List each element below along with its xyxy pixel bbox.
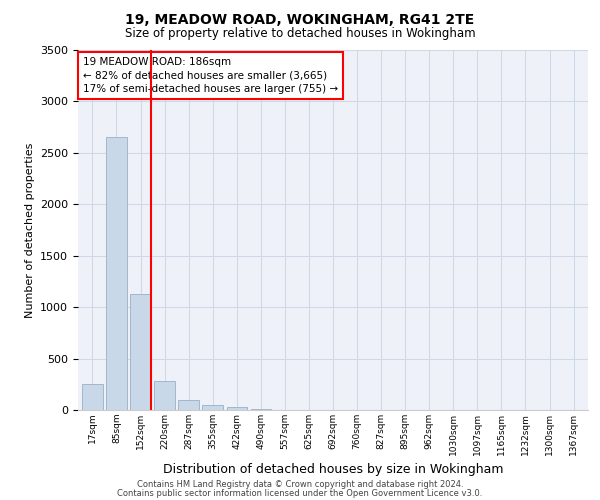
Bar (106, 138, 127, 410)
Bar (202, 405, 223, 410)
Text: Size of property relative to detached houses in Wokingham: Size of property relative to detached ho… (125, 28, 475, 40)
Text: 19 MEADOW ROAD: 186sqm
← 82% of detached houses are smaller (3,665)
17% of semi-: 19 MEADOW ROAD: 186sqm ← 82% of detached… (83, 57, 338, 94)
Bar (130, 294, 151, 410)
Bar (82, 384, 103, 410)
Bar (227, 407, 247, 410)
Text: 19, MEADOW ROAD, WOKINGHAM, RG41 2TE: 19, MEADOW ROAD, WOKINGHAM, RG41 2TE (125, 12, 475, 26)
Y-axis label: Number of detached properties: Number of detached properties (25, 142, 35, 318)
Bar (154, 381, 175, 410)
Text: Contains HM Land Registry data © Crown copyright and database right 2024.: Contains HM Land Registry data © Crown c… (137, 480, 463, 489)
Bar (178, 400, 199, 410)
Text: Contains public sector information licensed under the Open Government Licence v3: Contains public sector information licen… (118, 488, 482, 498)
X-axis label: Distribution of detached houses by size in Wokingham: Distribution of detached houses by size … (163, 463, 503, 476)
